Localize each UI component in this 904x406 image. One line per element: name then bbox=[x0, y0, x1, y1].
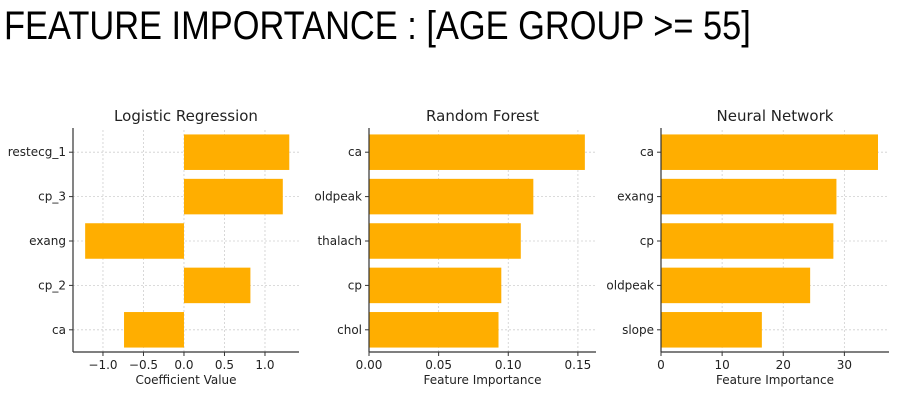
x-tick-label: 10 bbox=[714, 358, 729, 372]
x-tick-label: 0.00 bbox=[356, 358, 383, 372]
x-tick-label: 30 bbox=[837, 358, 852, 372]
bar bbox=[124, 312, 184, 348]
x-tick-label: 0.15 bbox=[565, 358, 592, 372]
x-tick-label: 1.0 bbox=[255, 358, 274, 372]
y-tick-label: ca bbox=[348, 145, 362, 159]
x-axis-label: Feature Importance bbox=[424, 373, 542, 387]
page-title: FEATURE IMPORTANCE : [AGE GROUP >= 55] bbox=[4, 4, 751, 48]
y-tick-label: cp bbox=[348, 278, 362, 292]
x-tick-label: −0.5 bbox=[129, 358, 158, 372]
y-tick-label: cp bbox=[640, 234, 654, 248]
bar bbox=[85, 223, 184, 259]
y-tick-label: cp_2 bbox=[38, 278, 66, 292]
chart-title: Neural Network bbox=[717, 107, 834, 125]
y-tick-label: slope bbox=[622, 323, 654, 337]
x-tick-label: 0.10 bbox=[495, 358, 522, 372]
bar bbox=[661, 267, 811, 304]
y-tick-label: ca bbox=[52, 323, 66, 337]
bar bbox=[661, 134, 878, 170]
x-tick-label: 20 bbox=[776, 358, 791, 372]
x-axis-label: Coefficient Value bbox=[135, 373, 236, 387]
bar bbox=[369, 312, 499, 348]
bar bbox=[183, 267, 251, 304]
x-tick-label: 0.0 bbox=[174, 358, 193, 372]
bar bbox=[661, 178, 837, 215]
y-tick-label: exang bbox=[617, 190, 654, 204]
bar bbox=[369, 267, 502, 304]
chart-title: Random Forest bbox=[426, 107, 539, 125]
x-axis-label: Feature Importance bbox=[716, 373, 834, 387]
y-tick-label: chol bbox=[337, 323, 362, 337]
y-tick-label: oldpeak bbox=[314, 190, 362, 204]
x-tick-label: 0 bbox=[657, 358, 665, 372]
chart-title: Logistic Regression bbox=[114, 107, 258, 125]
y-tick-label: thalach bbox=[317, 234, 362, 248]
bar bbox=[661, 223, 834, 259]
y-tick-label: oldpeak bbox=[606, 278, 654, 292]
y-tick-label: exang bbox=[29, 234, 66, 248]
y-tick-label: cp_3 bbox=[38, 190, 66, 204]
bar bbox=[369, 178, 534, 215]
bar bbox=[369, 134, 585, 170]
x-tick-label: −1.0 bbox=[88, 358, 117, 372]
bar bbox=[183, 134, 290, 170]
x-tick-label: 0.05 bbox=[425, 358, 452, 372]
bar bbox=[369, 223, 521, 259]
x-tick-label: 0.5 bbox=[215, 358, 234, 372]
bar bbox=[183, 178, 283, 215]
y-tick-label: restecg_1 bbox=[8, 145, 66, 159]
y-tick-label: ca bbox=[640, 145, 654, 159]
bar bbox=[661, 312, 762, 348]
